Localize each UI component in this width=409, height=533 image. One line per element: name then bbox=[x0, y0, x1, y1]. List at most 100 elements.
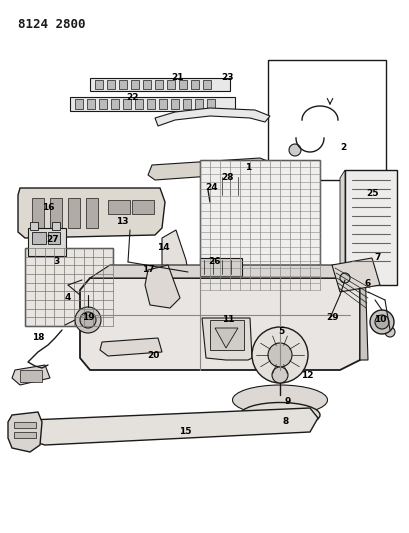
Circle shape bbox=[80, 312, 96, 328]
Bar bbox=[32, 198, 44, 228]
Text: 8: 8 bbox=[282, 416, 288, 425]
Text: 9: 9 bbox=[284, 397, 290, 406]
Text: 27: 27 bbox=[47, 236, 59, 245]
Ellipse shape bbox=[239, 402, 319, 427]
Bar bbox=[90, 78, 229, 91]
Bar bbox=[131, 80, 139, 89]
Bar bbox=[87, 99, 95, 109]
Text: 21: 21 bbox=[171, 74, 184, 83]
Bar bbox=[99, 99, 107, 109]
Text: 18: 18 bbox=[31, 334, 44, 343]
Bar bbox=[50, 198, 62, 228]
Polygon shape bbox=[145, 265, 180, 308]
Text: 8124 2800: 8124 2800 bbox=[18, 18, 85, 31]
Bar bbox=[195, 99, 202, 109]
Polygon shape bbox=[214, 328, 237, 348]
Bar bbox=[267, 60, 385, 180]
Circle shape bbox=[207, 195, 220, 209]
Text: 23: 23 bbox=[221, 74, 234, 83]
Text: 25: 25 bbox=[366, 189, 378, 198]
Polygon shape bbox=[339, 170, 344, 293]
Bar bbox=[32, 232, 46, 244]
Bar bbox=[182, 99, 191, 109]
Text: 4: 4 bbox=[65, 293, 71, 302]
Text: 28: 28 bbox=[221, 174, 234, 182]
Bar bbox=[123, 99, 131, 109]
Bar bbox=[119, 80, 127, 89]
Ellipse shape bbox=[232, 385, 327, 415]
Circle shape bbox=[252, 327, 307, 383]
Circle shape bbox=[339, 273, 349, 283]
Bar bbox=[202, 80, 211, 89]
Text: 1: 1 bbox=[244, 163, 250, 172]
Polygon shape bbox=[331, 258, 379, 292]
Bar bbox=[147, 99, 155, 109]
Circle shape bbox=[75, 307, 101, 333]
Polygon shape bbox=[209, 320, 243, 350]
Bar bbox=[132, 200, 154, 214]
Bar bbox=[14, 432, 36, 438]
Text: 19: 19 bbox=[81, 313, 94, 322]
Bar bbox=[75, 99, 83, 109]
Polygon shape bbox=[202, 318, 252, 360]
Bar bbox=[218, 175, 245, 197]
Circle shape bbox=[267, 343, 291, 367]
Bar bbox=[159, 99, 166, 109]
Bar bbox=[344, 170, 396, 285]
Polygon shape bbox=[359, 265, 367, 360]
Text: 26: 26 bbox=[208, 257, 221, 266]
Text: 24: 24 bbox=[205, 183, 218, 192]
Bar bbox=[171, 99, 179, 109]
Polygon shape bbox=[162, 230, 191, 300]
Bar bbox=[52, 222, 60, 230]
Bar bbox=[86, 198, 98, 228]
Text: 2: 2 bbox=[339, 143, 345, 152]
Bar bbox=[155, 80, 163, 89]
Text: 3: 3 bbox=[54, 257, 60, 266]
Bar bbox=[20, 370, 42, 382]
Polygon shape bbox=[90, 265, 364, 278]
Circle shape bbox=[374, 315, 388, 329]
Text: 15: 15 bbox=[178, 427, 191, 437]
Circle shape bbox=[369, 310, 393, 334]
Bar bbox=[179, 80, 187, 89]
Bar bbox=[25, 248, 113, 326]
Bar bbox=[48, 232, 60, 244]
Bar bbox=[70, 97, 234, 111]
Text: 16: 16 bbox=[42, 203, 54, 212]
Bar bbox=[166, 80, 175, 89]
Bar bbox=[107, 80, 115, 89]
Bar bbox=[135, 99, 143, 109]
Bar bbox=[108, 200, 130, 214]
Bar bbox=[111, 99, 119, 109]
Bar bbox=[143, 80, 151, 89]
Text: 6: 6 bbox=[364, 279, 370, 287]
Text: 22: 22 bbox=[126, 93, 139, 101]
Text: 12: 12 bbox=[300, 370, 312, 379]
Bar bbox=[95, 80, 103, 89]
Polygon shape bbox=[25, 408, 317, 445]
Bar bbox=[68, 198, 80, 228]
Text: 10: 10 bbox=[373, 316, 385, 325]
Bar bbox=[191, 80, 198, 89]
Polygon shape bbox=[148, 158, 271, 180]
Circle shape bbox=[271, 367, 287, 383]
Bar bbox=[14, 422, 36, 428]
Text: 14: 14 bbox=[156, 244, 169, 253]
Text: 20: 20 bbox=[146, 351, 159, 359]
Polygon shape bbox=[18, 188, 164, 238]
Polygon shape bbox=[12, 365, 50, 385]
Text: 5: 5 bbox=[277, 327, 283, 336]
Bar bbox=[200, 160, 319, 290]
Text: 29: 29 bbox=[326, 313, 339, 322]
Polygon shape bbox=[8, 412, 42, 452]
Text: 11: 11 bbox=[221, 316, 234, 325]
Polygon shape bbox=[155, 108, 270, 126]
Bar bbox=[207, 99, 214, 109]
Bar bbox=[30, 222, 38, 230]
Text: 13: 13 bbox=[115, 217, 128, 227]
Bar bbox=[200, 258, 241, 276]
Bar bbox=[28, 228, 66, 256]
Text: 17: 17 bbox=[142, 265, 154, 274]
Text: 7: 7 bbox=[374, 254, 380, 262]
